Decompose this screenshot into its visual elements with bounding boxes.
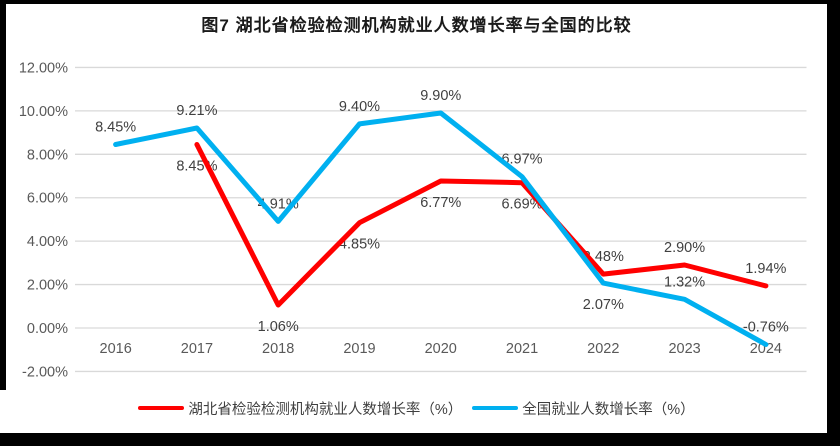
x-axis-category-label: 2016 (100, 341, 132, 357)
x-axis-category-label: 2018 (262, 341, 294, 357)
data-label: 9.21% (176, 103, 217, 119)
y-axis-tick-label: 12.00% (19, 60, 68, 76)
legend-line-swatch-blue (472, 406, 519, 410)
data-label: 6.97% (501, 152, 542, 168)
data-label: 9.40% (339, 99, 380, 115)
legend-label-national: 全国就业人数增长率（%） (522, 401, 695, 418)
data-label: 2.90% (664, 240, 705, 256)
y-axis-tick-label: 4.00% (27, 234, 68, 250)
legend-label-hubei: 湖北省检验检测机构就业人数增长率（%） (188, 401, 463, 418)
x-axis-category-label: 2020 (425, 341, 457, 357)
x-axis-category-label: 2023 (668, 341, 700, 357)
data-label: 1.06% (258, 319, 299, 335)
series-line-hubei (194, 142, 769, 308)
x-axis-category-label: 2022 (587, 341, 619, 357)
legend-line-swatch-red (138, 406, 185, 410)
data-label: -0.76% (743, 320, 789, 336)
data-label: 9.90% (420, 88, 461, 104)
x-axis-category-label: 2021 (506, 341, 538, 357)
frame-border-right (827, 0, 840, 446)
frame-border-left (0, 0, 6, 390)
x-axis-category-label: 2017 (181, 341, 213, 357)
frame-border-bottom (0, 433, 840, 446)
series-line-national (113, 110, 769, 347)
y-axis-tick-label: 0.00% (27, 321, 68, 337)
chart-legend: 湖北省检验检测机构就业人数增长率（%） 全国就业人数增长率（%） (6, 398, 827, 418)
data-label: 1.32% (664, 274, 705, 290)
data-label: 8.45% (95, 120, 136, 136)
y-axis-tick-label: -2.00% (22, 364, 68, 380)
legend-item-national: 全国就业人数增长率（%） (472, 398, 695, 419)
frame-border-top (0, 0, 840, 4)
y-axis-tick-label: 8.00% (27, 147, 68, 163)
data-label: 1.94% (745, 261, 786, 277)
y-axis-tick-label: 6.00% (27, 191, 68, 207)
data-label: 6.69% (501, 197, 542, 213)
data-label: 6.77% (420, 195, 461, 211)
data-label: 2.07% (583, 297, 624, 313)
legend-item-hubei: 湖北省检验检测机构就业人数增长率（%） (138, 398, 462, 419)
x-axis-category-label: 2019 (343, 341, 375, 357)
chart-title: 图7 湖北省检验检测机构就业人数增长率与全国的比较 (201, 16, 632, 35)
data-label: 4.85% (339, 237, 380, 253)
x-axis-category-label: 2024 (750, 341, 782, 357)
y-axis-tick-label: 2.00% (27, 278, 68, 294)
y-axis-tick-label: 10.00% (19, 104, 68, 120)
